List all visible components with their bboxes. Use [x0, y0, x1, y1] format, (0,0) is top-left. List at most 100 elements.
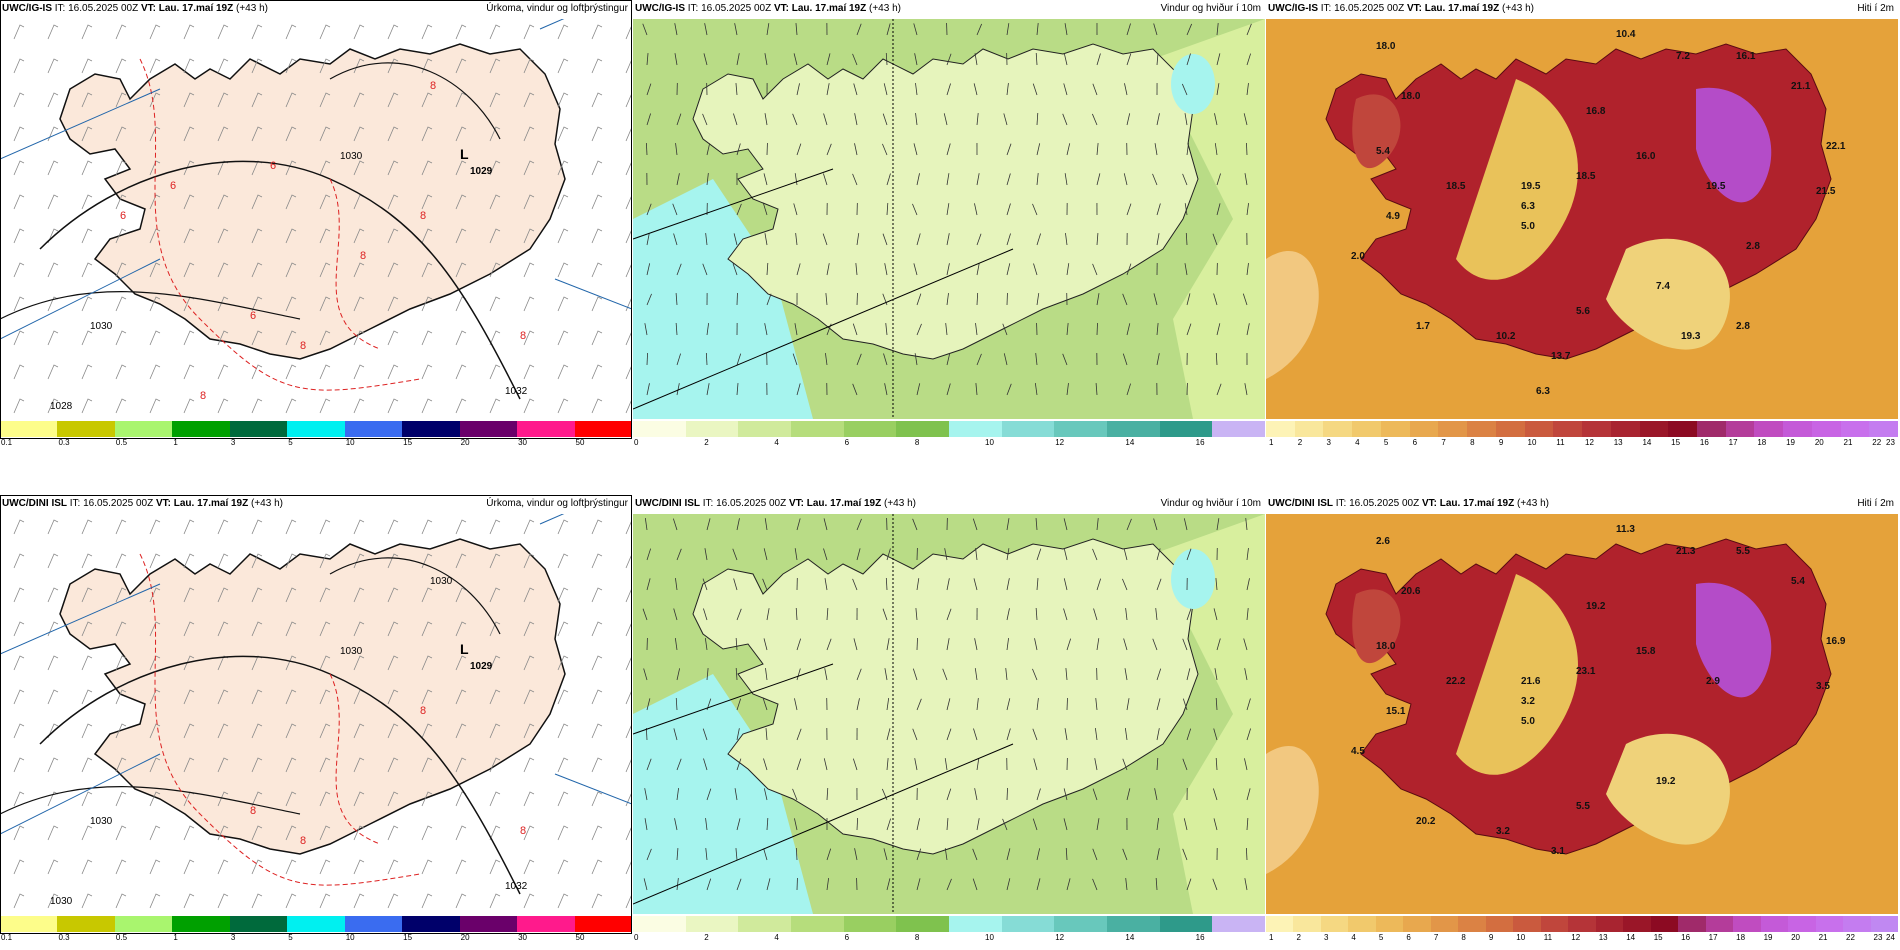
- wind-arrow: [856, 233, 860, 246]
- wind-arrow: [943, 113, 948, 126]
- colorbar-tick-label: 8: [1470, 438, 1475, 447]
- wind-arrow: [766, 293, 772, 306]
- wind-barb: [455, 160, 467, 176]
- wind-barb: [319, 621, 331, 637]
- wind-arrow: [946, 698, 951, 711]
- wind-arrow: [1096, 143, 1099, 156]
- wind-arrow: [794, 548, 798, 561]
- wind-arrow: [676, 383, 680, 396]
- wind-arrow: [646, 53, 649, 66]
- init-time: IT: 16.05.2025 00Z: [69, 498, 154, 509]
- wind-arrow: [675, 323, 678, 336]
- warm-area: [1352, 94, 1401, 169]
- wind-barb: [353, 228, 365, 244]
- wind-barb: [523, 92, 535, 108]
- wind-arrow: [1126, 203, 1132, 216]
- wind-arrow: [736, 728, 740, 741]
- wind-arrow: [1064, 23, 1068, 36]
- wind-arrow: [1036, 698, 1039, 711]
- wind-arrow: [675, 293, 678, 306]
- wind-barb: [489, 58, 501, 74]
- wind-barb: [285, 126, 297, 142]
- panel-title: Úrkoma, vindur og loftþrýstingur: [486, 498, 628, 509]
- wind-arrow: [852, 578, 858, 591]
- colorbar-swatch: [1159, 916, 1213, 932]
- colorbar-tick-label: 3: [1326, 438, 1331, 447]
- wind-arrow: [763, 788, 768, 801]
- wind-barb: [217, 228, 229, 244]
- wind-arrow: [646, 578, 651, 591]
- wind-arrow: [1036, 788, 1041, 801]
- colorbar-swatch: [1294, 421, 1324, 437]
- wind-barb: [319, 398, 331, 414]
- precip-contour-label: 8: [420, 210, 426, 222]
- wind-barb: [217, 364, 229, 380]
- wind-barb: [285, 621, 297, 637]
- wind-barb: [47, 757, 59, 773]
- valid-label: VT:: [773, 3, 789, 14]
- wind-barb: [625, 24, 632, 40]
- wind-arrow: [1065, 233, 1068, 246]
- wind-arrow: [1122, 848, 1128, 861]
- wind-arrow: [792, 353, 798, 366]
- wind-barb: [489, 126, 501, 142]
- wind-barb: [591, 893, 603, 909]
- wind-barb: [115, 296, 127, 312]
- wind-barb: [47, 58, 59, 74]
- wind-barb: [353, 160, 365, 176]
- warm-area: [1696, 87, 1772, 203]
- colorbar-tick-label: 3: [1323, 933, 1329, 942]
- colorbar-swatch: [517, 421, 575, 437]
- wind-arrow: [852, 173, 858, 186]
- wind-arrow: [1096, 233, 1099, 246]
- wind-barb: [387, 689, 399, 705]
- wind-barb: [149, 587, 161, 603]
- wind-arrow: [1156, 578, 1162, 591]
- isobar-label: 1032: [505, 386, 528, 397]
- wind-barb: [149, 757, 161, 773]
- colorbar-tick-label: 18: [1757, 438, 1767, 447]
- isobar-label: 1029: [470, 661, 493, 672]
- wind-barb: [523, 621, 535, 637]
- wind-barb: [353, 262, 365, 278]
- wind-barb: [115, 757, 127, 773]
- colorbar-swatch: [574, 916, 632, 932]
- wind-arrow: [1095, 698, 1098, 711]
- colorbar-tick-label: 16: [1195, 438, 1205, 447]
- colorbar-swatch: [114, 421, 173, 437]
- temp-map: 11.3 2.6 20.6 21.3 5.5 5.4 18.0 22.2 21.6 23.1 15.…: [1266, 514, 1898, 914]
- wind-barb: [149, 859, 161, 875]
- wind-barb: [81, 330, 93, 346]
- colorbar-swatch: [1788, 916, 1816, 932]
- wind-barb: [523, 655, 535, 671]
- wind-arrow: [1063, 788, 1068, 801]
- wind-barb: [455, 621, 467, 637]
- wind-arrow: [1244, 878, 1248, 891]
- wind-arrow: [1096, 293, 1100, 306]
- wind-arrow: [706, 878, 712, 891]
- wind-arrow: [1155, 608, 1158, 621]
- temperature-label: 5.5: [1736, 546, 1750, 557]
- temperature-label: 20.6: [1401, 586, 1421, 597]
- wind-arrow: [852, 323, 858, 336]
- wind-arrow: [1243, 113, 1248, 126]
- wind-barb: [421, 364, 433, 380]
- temperature-label: 5.0: [1521, 221, 1535, 232]
- colorbar-tick-label: 50: [575, 933, 585, 942]
- wind-arrow: [914, 353, 918, 366]
- temperature-label: 2.6: [1376, 536, 1390, 547]
- wind-arrow: [1006, 728, 1011, 741]
- wind-arrow: [946, 578, 950, 591]
- wind-arrow: [886, 728, 891, 741]
- wind-barb: [13, 723, 25, 739]
- colorbar-tick-label: 5: [288, 438, 293, 447]
- wind-arrow: [1213, 728, 1218, 741]
- colorbar-tick-label: 8: [1461, 933, 1466, 942]
- wind-barb: [625, 126, 632, 142]
- wind-barb: [421, 519, 433, 535]
- wind-arrow: [1032, 728, 1038, 741]
- wind-arrow: [1215, 758, 1218, 771]
- colorbar-swatch: [1623, 916, 1651, 932]
- colorbar-tick-label: 6: [844, 933, 850, 942]
- wind-arrow: [1214, 143, 1218, 156]
